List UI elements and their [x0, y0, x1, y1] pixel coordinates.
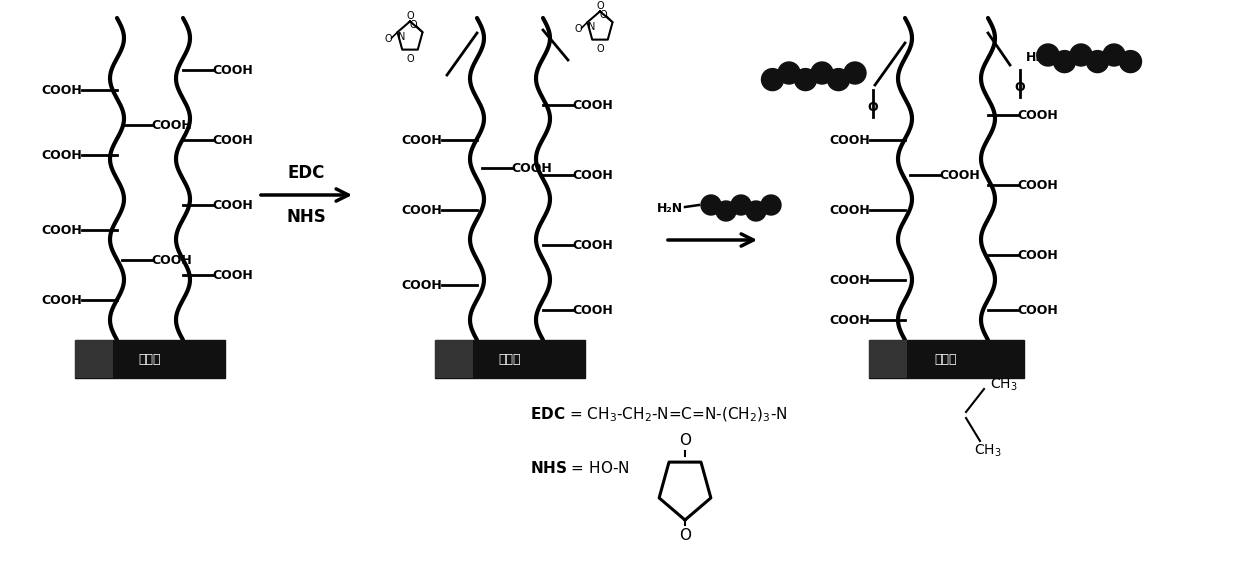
Circle shape	[1037, 44, 1059, 66]
Circle shape	[778, 62, 800, 84]
Text: COOH: COOH	[830, 274, 870, 287]
Text: COOH: COOH	[1017, 303, 1058, 316]
Text: COOH: COOH	[401, 278, 442, 291]
Text: COOH: COOH	[572, 168, 613, 182]
Text: $\bf{NHS}$ = HO-N: $\bf{NHS}$ = HO-N	[530, 460, 629, 476]
Text: CH$_3$: CH$_3$	[990, 377, 1017, 393]
Text: $\bf{EDC}$ = CH$_3$-CH$_2$-N=C=N-(CH$_2$)$_3$-N: $\bf{EDC}$ = CH$_3$-CH$_2$-N=C=N-(CH$_2$…	[530, 406, 788, 424]
Text: COOH: COOH	[572, 98, 613, 112]
Bar	[76, 340, 113, 378]
Bar	[869, 340, 907, 378]
Text: CH$_3$: CH$_3$	[974, 443, 1001, 459]
Circle shape	[762, 69, 783, 90]
Text: COOH: COOH	[830, 314, 870, 327]
Text: O: O	[596, 1, 603, 11]
Text: COOH: COOH	[512, 162, 553, 175]
Circle shape	[794, 69, 817, 90]
Text: HN: HN	[1026, 51, 1047, 64]
Text: H₂N: H₂N	[657, 201, 683, 215]
Text: NHS: NHS	[286, 208, 326, 226]
Text: COOH: COOH	[1017, 249, 1058, 262]
Text: COOH: COOH	[401, 134, 442, 146]
Circle shape	[701, 195, 721, 215]
Circle shape	[1087, 51, 1109, 73]
Text: COOH: COOH	[1017, 179, 1058, 192]
Text: COOH: COOH	[1017, 109, 1058, 122]
Text: COOH: COOH	[151, 118, 192, 131]
Text: 性硅胶: 性硅胶	[499, 353, 522, 365]
Text: O: O	[409, 20, 416, 30]
Text: O: O	[867, 101, 878, 113]
Circle shape	[1103, 44, 1125, 66]
Circle shape	[844, 62, 866, 84]
Text: COOH: COOH	[213, 134, 253, 146]
Circle shape	[828, 69, 850, 90]
Bar	[435, 340, 472, 378]
Circle shape	[761, 195, 781, 215]
Text: O: O	[406, 54, 414, 64]
Circle shape	[746, 201, 766, 221]
Text: NH: NH	[840, 68, 861, 81]
Text: COOH: COOH	[151, 254, 192, 266]
Circle shape	[716, 201, 736, 221]
Circle shape	[731, 195, 751, 215]
Text: O: O	[1015, 80, 1026, 93]
Text: COOH: COOH	[213, 199, 253, 212]
Circle shape	[812, 62, 833, 84]
Text: COOH: COOH	[572, 238, 613, 251]
Circle shape	[1053, 51, 1075, 73]
Text: N: N	[398, 32, 405, 42]
Text: O: O	[679, 433, 691, 448]
Text: O: O	[600, 10, 607, 20]
Bar	[869, 340, 1023, 378]
Bar	[76, 340, 225, 378]
Bar	[435, 340, 585, 378]
Text: COOH: COOH	[401, 204, 442, 216]
Circle shape	[1120, 51, 1141, 73]
Text: COOH: COOH	[939, 168, 980, 182]
Text: COOH: COOH	[213, 269, 253, 282]
Text: O: O	[384, 34, 392, 44]
Text: COOH: COOH	[42, 294, 82, 307]
Text: COOH: COOH	[42, 224, 82, 237]
Text: EDC: EDC	[287, 164, 325, 182]
Text: COOH: COOH	[213, 64, 253, 76]
Circle shape	[1070, 44, 1092, 66]
Text: O: O	[596, 44, 603, 54]
Text: COOH: COOH	[42, 149, 82, 162]
Text: O: O	[406, 11, 414, 22]
Text: COOH: COOH	[830, 134, 870, 146]
Text: 性硅胶: 性硅胶	[139, 353, 161, 365]
Text: O: O	[574, 24, 581, 34]
Text: 性硅胶: 性硅胶	[934, 353, 958, 365]
Text: COOH: COOH	[572, 303, 613, 316]
Text: COOH: COOH	[42, 84, 82, 97]
Text: COOH: COOH	[830, 204, 870, 216]
Text: O: O	[679, 528, 691, 543]
Text: N: N	[587, 22, 595, 32]
